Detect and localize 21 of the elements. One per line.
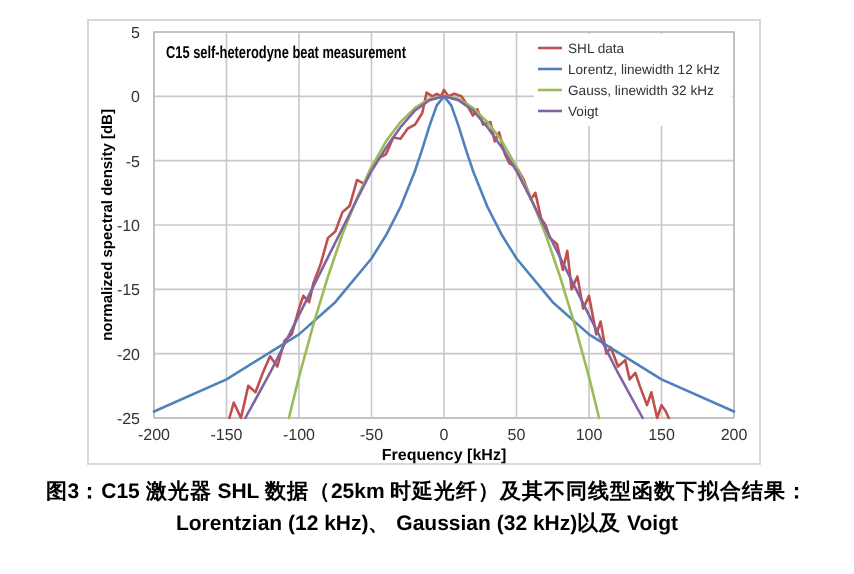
x-tick-label: 0 [439,426,450,444]
y-tick-label: -10 [116,217,142,235]
x-tick-label: -200 [137,426,172,444]
x-tick-label: -50 [359,426,385,444]
y-tick-label: -20 [116,345,142,364]
x-tick-label: -150 [210,426,244,444]
x-tick-label: 100 [575,426,604,444]
caption: 图3：C15 激光器 SHL 数据（25km 时延光纤）及其不同线型函数下拟合结果：Lorentzian (12 kHz)、 Gaussian (32 kHz)以及 Voigt [43,478,811,540]
y-tick-label: -5 [125,152,142,171]
y-tick-label: 5 [131,24,142,42]
y-tick-label: -15 [116,281,142,300]
line-series [287,95,601,420]
x-axis-title: Frequency [kHz] [381,446,507,464]
x-tick-label: 200 [720,426,749,444]
x-tick-label: 50 [507,426,527,444]
x-tick-label: 150 [648,426,676,444]
x-tick-label: -100 [282,426,317,444]
y-tick-label: 0 [131,88,142,107]
y-tick-label: -25 [116,410,142,428]
line-series [152,95,736,413]
text: C15 self-heterodyne beat measurement [166,42,487,62]
